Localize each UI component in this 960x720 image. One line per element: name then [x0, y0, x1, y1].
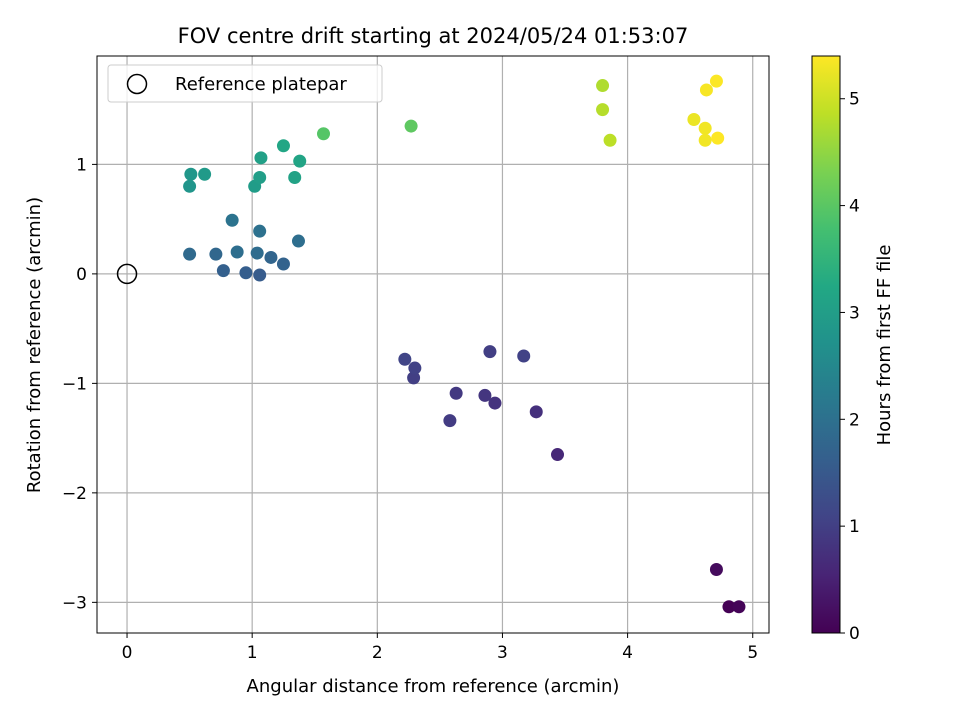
data-point	[698, 133, 712, 147]
colorbar-ticks: 0 1 2 3 4 5	[840, 90, 860, 644]
data-point	[209, 247, 223, 261]
data-point	[407, 371, 421, 385]
data-point	[517, 349, 531, 363]
data-point	[288, 171, 302, 185]
data-point	[276, 139, 290, 153]
x-tick-label: 5	[747, 643, 758, 663]
y-tick-label: 0	[76, 265, 87, 285]
data-point	[317, 127, 331, 141]
legend-marker-reference	[126, 73, 148, 95]
colorbar-tick-label: 1	[849, 517, 860, 537]
y-tick-label: −2	[62, 484, 87, 504]
data-point	[596, 79, 610, 93]
data-point	[230, 245, 244, 259]
data-point	[293, 154, 307, 168]
data-point	[253, 171, 267, 185]
data-point	[551, 448, 565, 462]
data-point	[488, 396, 502, 410]
data-point	[709, 562, 723, 576]
data-point	[264, 250, 278, 264]
data-point	[478, 388, 492, 402]
reference-marker	[116, 263, 138, 285]
colorbar-tick-label: 2	[849, 410, 860, 430]
y-tick-label: −3	[62, 593, 87, 613]
legend: Reference platepar	[107, 64, 383, 103]
data-point	[699, 83, 713, 97]
data-point	[687, 113, 701, 127]
data-point	[449, 386, 463, 400]
data-point	[711, 131, 725, 145]
legend-box	[107, 64, 383, 103]
data-point	[529, 405, 543, 419]
y-axis-label: Rotation from reference (arcmin)	[24, 197, 45, 493]
plot-axes: 0 1 2 3 4 5 −3 −2 −1 0 1	[62, 55, 770, 663]
data-point	[603, 133, 617, 147]
data-point	[183, 247, 197, 261]
data-point	[722, 600, 736, 614]
colorbar-tick-label: 4	[849, 197, 860, 217]
data-point	[483, 345, 497, 359]
data-point	[225, 213, 239, 227]
chart-title: FOV centre drift starting at 2024/05/24 …	[178, 24, 689, 48]
colorbar: 0 1 2 3 4 5 Hours from first FF file	[811, 55, 895, 644]
data-point	[398, 352, 412, 366]
colorbar-tick-label: 5	[849, 90, 860, 110]
data-point	[253, 268, 267, 282]
x-tick-label: 3	[497, 643, 508, 663]
x-tick-label: 2	[372, 643, 383, 663]
colorbar-tick-label: 3	[849, 303, 860, 323]
data-point	[443, 414, 457, 428]
plot-frame	[96, 55, 770, 634]
data-point	[698, 121, 712, 135]
data-point	[291, 234, 305, 248]
colorbar-label: Hours from first FF file	[874, 245, 895, 446]
grid-lines	[97, 56, 769, 633]
data-point	[183, 179, 197, 193]
y-tick-label: 1	[76, 155, 87, 175]
data-point	[408, 361, 422, 375]
legend-label-reference: Reference platepar	[175, 74, 347, 95]
data-point	[404, 119, 418, 133]
x-tick-label: 0	[122, 643, 133, 663]
x-tick-label: 4	[622, 643, 633, 663]
data-point	[250, 246, 264, 260]
data-point	[596, 103, 610, 117]
data-point	[254, 151, 268, 165]
colorbar-tick-label: 0	[849, 624, 860, 644]
data-point	[216, 264, 230, 278]
x-axis-label: Angular distance from reference (arcmin)	[247, 676, 620, 697]
reference-platepar-point	[116, 263, 138, 285]
data-point	[709, 74, 723, 88]
data-point	[732, 600, 746, 614]
data-point	[198, 167, 212, 181]
data-point	[253, 224, 267, 238]
data-point	[239, 266, 253, 280]
data-point	[184, 167, 198, 181]
colorbar-gradient	[811, 55, 841, 634]
data-point	[276, 257, 290, 271]
y-tick-label: −1	[62, 374, 87, 394]
x-tick-label: 1	[247, 643, 258, 663]
data-points	[183, 74, 746, 614]
